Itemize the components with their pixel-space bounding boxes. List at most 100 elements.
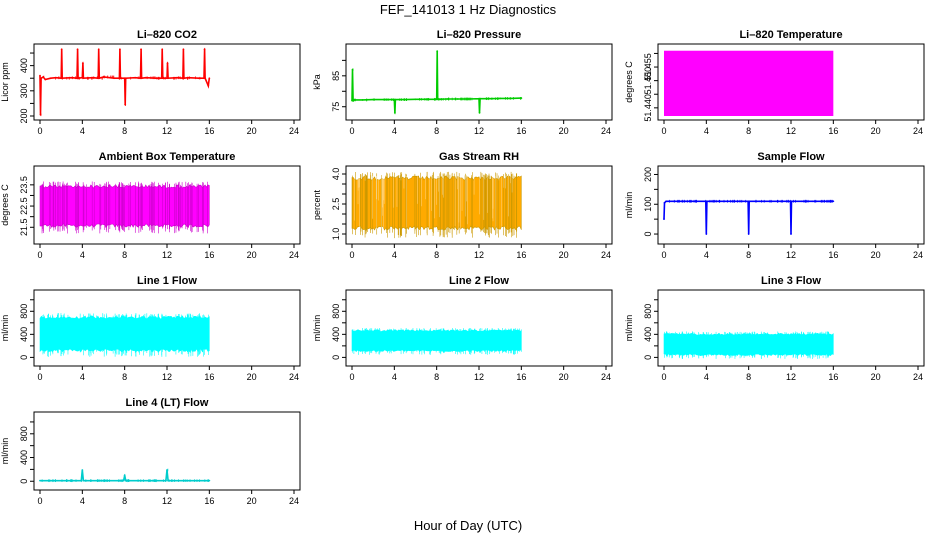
x-tick-label: 0: [349, 250, 354, 260]
x-tick-label: 16: [204, 496, 214, 506]
data-point: [705, 233, 708, 235]
data-point: [790, 200, 793, 203]
y-axis-label: ml/min: [624, 315, 634, 342]
y-axis-label: ml/min: [0, 438, 10, 465]
x-tick-label: 0: [661, 372, 666, 382]
x-tick-label: 0: [349, 126, 354, 136]
x-tick-label: 4: [392, 372, 397, 382]
data-point: [176, 76, 179, 79]
x-tick-label: 20: [247, 496, 257, 506]
figure-x-axis-label: Hour of Day (UTC): [413, 518, 523, 533]
x-tick-label: 12: [162, 372, 172, 382]
chart-panel-6: Sample Flow ml/min 0 4 8 12 16 20 24 0 100 200: [624, 151, 925, 260]
x-tick-label: 24: [913, 372, 923, 382]
y-tick-label: 0: [643, 232, 653, 237]
x-tick-label: 20: [871, 372, 881, 382]
data-point: [167, 479, 169, 482]
y-tick-label: 400: [19, 327, 29, 342]
x-tick-label: 0: [37, 372, 42, 382]
y-tick-label: 400: [643, 327, 653, 342]
x-tick-label: 0: [349, 372, 354, 382]
data-point: [140, 48, 142, 51]
x-tick-label: 16: [516, 372, 526, 382]
x-tick-label: 12: [474, 126, 484, 136]
y-tick-label: 4.0: [331, 168, 341, 181]
data-point: [446, 98, 449, 100]
x-tick-label: 8: [434, 250, 439, 260]
x-tick-label: 8: [746, 250, 751, 260]
panel-title: Li–820 Pressure: [437, 29, 521, 41]
y-tick-label: 21.5: [19, 219, 29, 237]
x-tick-label: 0: [37, 496, 42, 506]
x-tick-label: 20: [871, 250, 881, 260]
y-axis-label: ml/min: [624, 192, 634, 219]
data-point: [800, 200, 803, 203]
x-tick-label: 8: [746, 126, 751, 136]
chart-panel-4: Ambient Box Temperature degrees C 0 4 8 12 16 2…: [0, 151, 301, 260]
x-tick-label: 24: [289, 250, 299, 260]
data-point: [161, 48, 164, 51]
data-point: [479, 97, 481, 100]
x-tick-label: 16: [516, 250, 526, 260]
plot-frame: [345, 289, 613, 367]
panel-title: Line 4 (LT) Flow: [126, 397, 209, 409]
x-tick-label: 0: [661, 126, 666, 136]
y-tick-label: 800: [331, 304, 341, 319]
y-axis-label: percent: [312, 189, 322, 220]
chart-panel-9: Line 3 Flow ml/min 0 4 8 12 16 20 24 0 400 800: [624, 275, 925, 382]
x-tick-label: 12: [162, 250, 172, 260]
x-tick-label: 16: [204, 126, 214, 136]
x-tick-label: 20: [559, 250, 569, 260]
data-point: [166, 469, 168, 471]
x-tick-label: 24: [289, 372, 299, 382]
y-tick-label: 0: [19, 479, 29, 484]
data-band: [664, 50, 834, 116]
data-point: [134, 76, 137, 79]
x-tick-label: 16: [204, 372, 214, 382]
chart-panel-8: Line 2 Flow ml/min 0 4 8 12 16 20 24 0 400 800: [312, 275, 613, 382]
chart-panel-7: Line 1 Flow ml/min 0 4 8 12 16 20 24 0 400 800: [0, 275, 301, 382]
x-tick-label: 12: [474, 250, 484, 260]
x-tick-label: 8: [122, 126, 127, 136]
x-tick-label: 16: [828, 126, 838, 136]
plot-frame: [33, 43, 301, 121]
data-point: [204, 77, 207, 80]
data-point: [208, 479, 211, 482]
data-point: [790, 233, 792, 235]
y-tick-label: 100: [643, 197, 653, 212]
data-point: [76, 48, 79, 51]
x-tick-label: 24: [289, 496, 299, 506]
x-tick-label: 12: [474, 372, 484, 382]
x-tick-label: 20: [559, 126, 569, 136]
panel-title: Li–820 CO2: [137, 29, 197, 41]
x-tick-label: 16: [204, 250, 214, 260]
data-point: [49, 77, 52, 80]
x-tick-label: 4: [80, 126, 85, 136]
data-point: [81, 469, 84, 471]
data-point: [394, 98, 397, 101]
y-axis-label: ml/min: [0, 315, 10, 342]
data-point: [478, 112, 481, 114]
x-tick-label: 16: [516, 126, 526, 136]
x-tick-label: 8: [434, 126, 439, 136]
plot-frame: [33, 411, 301, 491]
data-point: [372, 98, 375, 101]
data-point: [122, 479, 125, 482]
data-point: [97, 48, 100, 51]
y-tick-label: 23.5: [19, 176, 29, 194]
data-point: [663, 218, 665, 221]
data-point: [44, 78, 47, 81]
y-tick-label: 0: [643, 355, 653, 360]
panel-title: Gas Stream RH: [439, 151, 519, 163]
x-tick-label: 8: [434, 372, 439, 382]
y-tick-label: 800: [19, 304, 29, 319]
x-tick-label: 0: [661, 250, 666, 260]
data-point: [665, 200, 668, 203]
data-series-line: [663, 200, 834, 235]
y-tick-label: 85: [331, 71, 341, 81]
y-tick-label: 75: [331, 102, 341, 112]
y-tick-label: 400: [331, 327, 341, 342]
x-tick-label: 4: [704, 126, 709, 136]
data-point: [39, 74, 41, 77]
data-point: [119, 48, 121, 51]
